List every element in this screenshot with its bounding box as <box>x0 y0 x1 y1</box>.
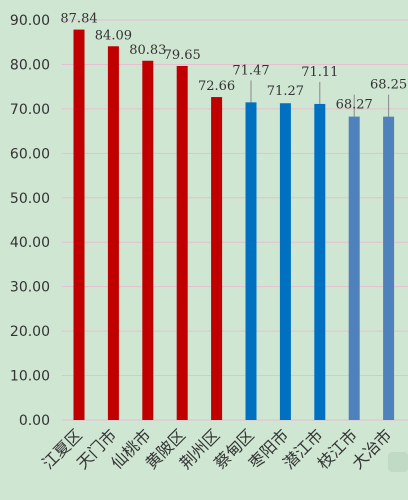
data-label: 72.66 <box>198 79 235 94</box>
y-tick-label: 0.00 <box>19 413 50 429</box>
bar <box>176 66 188 420</box>
data-label: 68.25 <box>370 78 407 93</box>
data-label: 71.47 <box>232 63 269 78</box>
y-tick-label: 30.00 <box>10 280 50 296</box>
decorative-corner-mark <box>388 452 408 472</box>
bar <box>142 60 154 420</box>
data-label: 80.83 <box>129 43 166 58</box>
y-tick-label: 70.00 <box>10 102 50 118</box>
y-tick-label: 80.00 <box>10 57 50 73</box>
data-label: 71.27 <box>267 84 304 99</box>
bar <box>107 46 119 421</box>
y-tick-label: 20.00 <box>10 324 50 340</box>
data-label: 68.27 <box>336 98 373 113</box>
bar <box>348 116 360 421</box>
y-tick-label: 90.00 <box>10 13 50 29</box>
data-label: 84.09 <box>95 28 132 43</box>
bar <box>279 103 291 420</box>
bar <box>73 29 85 420</box>
bar <box>314 103 326 420</box>
bar <box>245 102 257 420</box>
bar <box>383 116 395 421</box>
y-tick-label: 40.00 <box>10 235 50 251</box>
data-label: 87.84 <box>60 12 97 27</box>
y-tick-label: 60.00 <box>10 146 50 162</box>
y-tick-label: 50.00 <box>10 191 50 207</box>
bar <box>211 97 223 421</box>
data-label: 71.11 <box>301 65 338 80</box>
data-label: 79.65 <box>164 48 201 63</box>
y-tick-label: 10.00 <box>10 369 50 385</box>
